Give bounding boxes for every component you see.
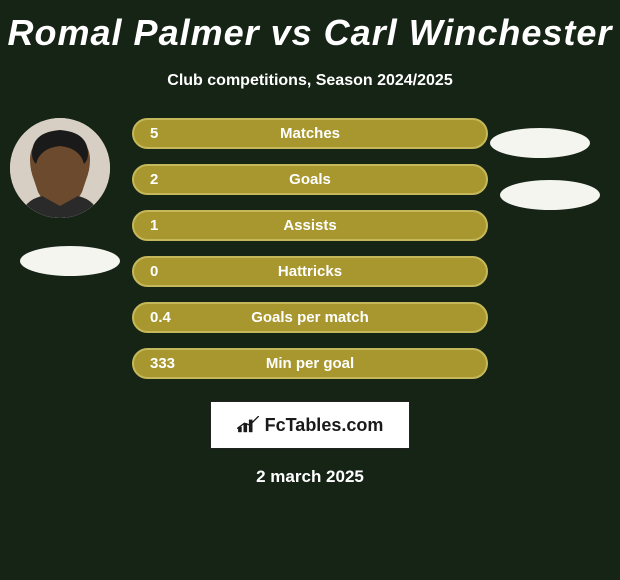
- stat-bar: 0 Hattricks: [132, 256, 488, 287]
- subtitle: Club competitions, Season 2024/2025: [0, 72, 620, 90]
- source-logo: FcTables.com: [210, 401, 410, 449]
- stat-bar: 0.4 Goals per match: [132, 302, 488, 333]
- stat-label: Min per goal: [134, 355, 486, 372]
- stat-label: Goals per match: [134, 309, 486, 326]
- comparison-area: 5 Matches 2 Goals 1 Assists 0 Hattricks …: [0, 118, 620, 487]
- placeholder-oval-right-2: [500, 180, 600, 210]
- placeholder-oval-left: [20, 246, 120, 276]
- stat-label: Goals: [134, 171, 486, 188]
- stat-bar: 1 Assists: [132, 210, 488, 241]
- stat-bar: 2 Goals: [132, 164, 488, 195]
- stat-label: Assists: [134, 217, 486, 234]
- logo-text: FcTables.com: [265, 415, 384, 436]
- stat-label: Matches: [134, 125, 486, 142]
- page-title: Romal Palmer vs Carl Winchester: [0, 0, 620, 54]
- bar-chart-icon: [237, 416, 259, 434]
- placeholder-oval-right-1: [490, 128, 590, 158]
- stat-bars: 5 Matches 2 Goals 1 Assists 0 Hattricks …: [132, 118, 488, 379]
- stat-bar: 333 Min per goal: [132, 348, 488, 379]
- avatar-silhouette-icon: [10, 118, 110, 218]
- stat-bar: 5 Matches: [132, 118, 488, 149]
- stat-label: Hattricks: [134, 263, 486, 280]
- date-label: 2 march 2025: [0, 467, 620, 487]
- player-avatar-left: [10, 118, 110, 218]
